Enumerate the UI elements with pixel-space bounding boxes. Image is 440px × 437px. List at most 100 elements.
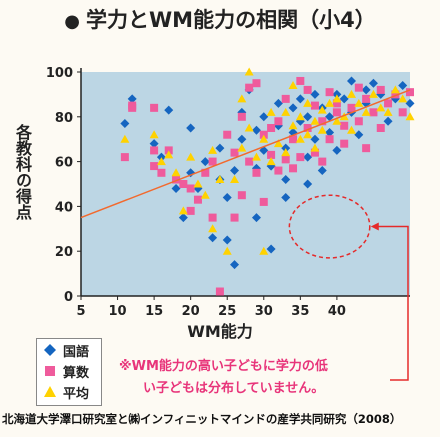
- data-point-kokugo: [215, 143, 225, 153]
- data-point-heikin: [200, 190, 210, 199]
- data-point-sansu: [267, 150, 276, 159]
- data-point-sansu: [289, 164, 298, 173]
- data-point-kokugo: [230, 260, 240, 270]
- data-point-kokugo: [200, 157, 210, 167]
- data-point-heikin: [295, 134, 305, 143]
- data-point-kokugo: [303, 152, 313, 162]
- legend-item-kokugo: 国語: [43, 340, 101, 360]
- data-point-kokugo: [186, 123, 196, 133]
- data-point-heikin: [398, 94, 408, 103]
- data-point-kokugo: [237, 134, 247, 144]
- data-point-sansu: [215, 287, 224, 296]
- data-point-kokugo: [288, 103, 298, 113]
- data-point-sansu: [186, 184, 195, 193]
- data-point-kokugo: [325, 127, 335, 137]
- data-point-sansu: [150, 162, 159, 171]
- data-point-heikin: [354, 98, 364, 107]
- data-point-heikin: [376, 103, 386, 112]
- data-point-sansu: [325, 88, 334, 97]
- data-point-heikin: [405, 112, 415, 121]
- data-point-kokugo: [208, 233, 218, 243]
- data-point-heikin: [186, 152, 196, 161]
- data-point-heikin: [178, 206, 188, 215]
- data-point-sansu: [193, 195, 202, 204]
- data-point-heikin: [325, 98, 335, 107]
- data-point-kokugo: [383, 116, 393, 126]
- data-point-sansu: [332, 108, 341, 117]
- data-point-sansu: [362, 144, 371, 153]
- x-tick-label: 20: [182, 304, 200, 319]
- data-point-heikin: [303, 98, 313, 107]
- data-point-kokugo: [317, 166, 327, 176]
- data-point-kokugo: [127, 94, 137, 104]
- data-point-sansu: [274, 117, 283, 126]
- data-point-heikin: [339, 112, 349, 121]
- data-point-heikin: [361, 107, 371, 116]
- callout-connector: [377, 225, 409, 381]
- data-point-kokugo: [405, 98, 415, 108]
- data-point-kokugo: [332, 145, 342, 155]
- data-point-sansu: [259, 197, 268, 206]
- x-axis-label: WM能力: [187, 322, 253, 341]
- data-point-heikin: [164, 150, 174, 159]
- data-point-kokugo: [230, 166, 240, 176]
- x-tick-label: 10: [109, 304, 127, 319]
- data-point-heikin: [332, 116, 342, 125]
- data-point-sansu: [230, 213, 239, 222]
- data-point-kokugo: [120, 119, 130, 129]
- data-point-sansu: [398, 108, 407, 117]
- data-point-sansu: [179, 180, 188, 188]
- data-point-sansu: [406, 88, 414, 97]
- data-point-heikin: [368, 89, 378, 98]
- data-point-sansu: [325, 135, 334, 144]
- data-point-heikin: [251, 152, 261, 161]
- data-point-heikin: [244, 123, 254, 132]
- chart-title-text: 学力とWM能力の相関（小4）: [86, 8, 376, 32]
- data-point-kokugo: [361, 85, 371, 95]
- data-point-sansu: [201, 168, 210, 177]
- data-point-sansu: [354, 117, 363, 126]
- data-point-kokugo: [303, 112, 313, 122]
- data-point-sansu: [267, 124, 276, 132]
- data-point-heikin: [295, 112, 305, 121]
- legend-item-sansu: 算数: [43, 361, 101, 381]
- data-point-sansu: [186, 206, 195, 215]
- data-point-kokugo: [259, 112, 269, 122]
- y-tick-label: 60: [55, 156, 73, 171]
- data-point-sansu: [318, 117, 327, 126]
- data-point-sansu: [237, 191, 246, 200]
- legend-label-kokugo: 国語: [63, 344, 90, 360]
- x-tick-label: 30: [255, 304, 273, 319]
- data-point-kokugo: [222, 235, 232, 245]
- data-point-sansu: [376, 124, 385, 132]
- data-point-heikin: [288, 80, 298, 89]
- data-point-kokugo: [347, 76, 357, 86]
- data-point-sansu: [391, 90, 400, 99]
- data-point-kokugo: [303, 179, 313, 189]
- data-point-heikin: [303, 130, 313, 139]
- note-line-1: ※WM能力の高い子どもに学力の低: [119, 359, 328, 374]
- data-point-kokugo: [339, 94, 349, 104]
- data-point-kokugo: [368, 78, 378, 88]
- chart-title: ● 学力とWM能力の相関（小4）: [0, 4, 440, 34]
- note-line-2: い子どもは分布していません。: [143, 381, 325, 396]
- data-point-sansu: [340, 121, 349, 130]
- data-point-heikin: [237, 143, 247, 152]
- data-point-heikin: [230, 175, 240, 184]
- data-point-heikin: [171, 168, 181, 177]
- data-point-heikin: [149, 130, 159, 139]
- x-tick-label: 25: [218, 304, 236, 319]
- data-point-heikin: [310, 143, 320, 152]
- data-point-heikin: [383, 107, 393, 116]
- triangle-icon: [44, 386, 56, 397]
- data-point-sansu: [318, 157, 327, 166]
- data-point-sansu: [354, 83, 363, 92]
- legend: 国語 算数 平均: [36, 338, 102, 406]
- highlight-circle: [288, 194, 371, 259]
- data-point-sansu: [208, 213, 217, 222]
- data-point-heikin: [244, 67, 254, 76]
- data-point-kokugo: [222, 192, 232, 202]
- data-point-sansu: [303, 124, 312, 132]
- data-point-sansu: [384, 99, 393, 108]
- legend-label-sansu: 算数: [63, 365, 90, 381]
